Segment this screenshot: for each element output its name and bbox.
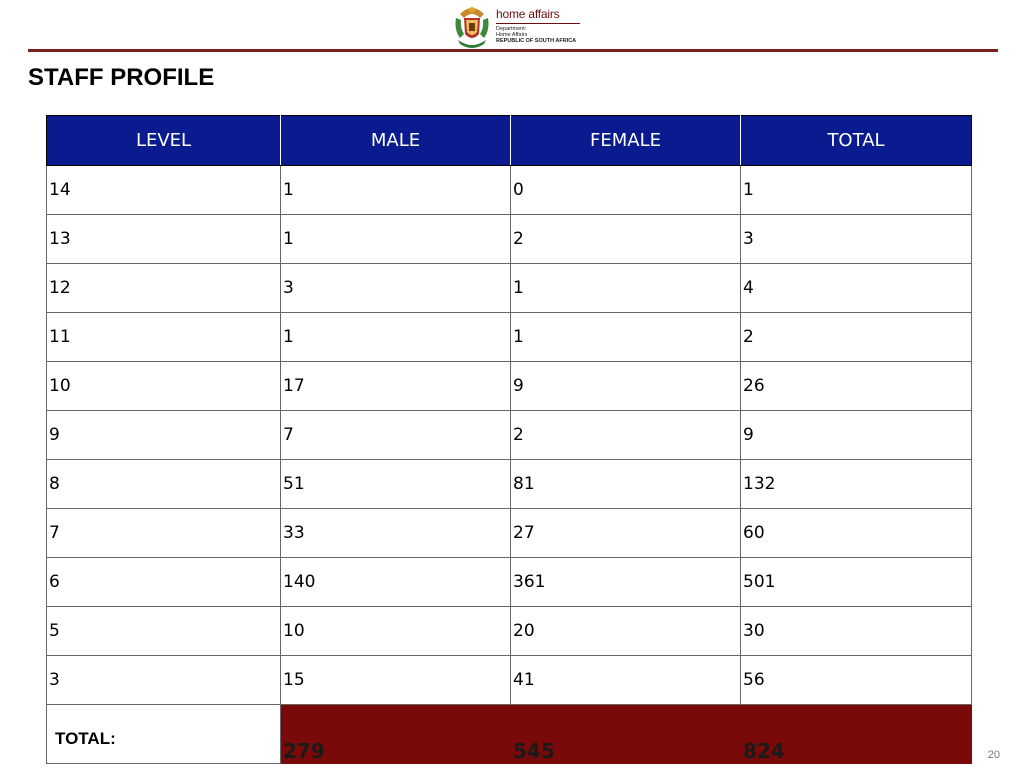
total-label: TOTAL: — [46, 704, 281, 764]
male-cell: 17 — [280, 361, 511, 411]
total-male-value: 279 — [280, 704, 511, 764]
total-cell: 4 — [740, 263, 972, 313]
table-row: 7 33 27 60 — [46, 508, 972, 558]
logo-divider — [496, 23, 580, 24]
header-divider — [28, 49, 998, 52]
male-cell: 140 — [280, 557, 511, 607]
male-cell: 7 — [280, 410, 511, 460]
female-cell: 20 — [510, 606, 741, 656]
logo-country-name: REPUBLIC OF SOUTH AFRICA — [496, 38, 577, 44]
table-row: 13 1 2 3 — [46, 214, 972, 264]
level-cell: 9 — [46, 410, 281, 460]
level-cell: 6 — [46, 557, 281, 607]
total-female-value: 545 — [510, 704, 741, 764]
male-cell: 1 — [280, 165, 511, 215]
male-cell: 1 — [280, 312, 511, 362]
table-row: 11 1 1 2 — [46, 312, 972, 362]
table-row: 6 140 361 501 — [46, 557, 972, 607]
female-cell: 1 — [510, 312, 741, 362]
level-cell: 7 — [46, 508, 281, 558]
level-cell: 10 — [46, 361, 281, 411]
logo-brand-text: home affairs — [496, 7, 560, 21]
male-cell: 15 — [280, 655, 511, 705]
total-cell: 2 — [740, 312, 972, 362]
total-cell: 56 — [740, 655, 972, 705]
table-row: 12 3 1 4 — [46, 263, 972, 313]
column-header-female: FEMALE — [510, 115, 741, 166]
male-cell: 3 — [280, 263, 511, 313]
page-title: STAFF PROFILE — [28, 64, 215, 91]
table-row: 9 7 2 9 — [46, 410, 972, 460]
total-cell: 132 — [740, 459, 972, 509]
female-cell: 81 — [510, 459, 741, 509]
male-cell: 33 — [280, 508, 511, 558]
female-cell: 1 — [510, 263, 741, 313]
staff-profile-table: LEVEL MALE FEMALE TOTAL 14 1 0 1 13 1 2 … — [46, 115, 972, 764]
female-cell: 9 — [510, 361, 741, 411]
level-cell: 5 — [46, 606, 281, 656]
total-grand-value: 824 — [740, 704, 972, 764]
male-cell: 1 — [280, 214, 511, 264]
female-cell: 27 — [510, 508, 741, 558]
total-cell: 1 — [740, 165, 972, 215]
table-row: 8 51 81 132 — [46, 459, 972, 509]
level-cell: 14 — [46, 165, 281, 215]
female-cell: 0 — [510, 165, 741, 215]
total-cell: 30 — [740, 606, 972, 656]
column-header-total: TOTAL — [740, 115, 972, 166]
home-affairs-logo: home affairs Department: Home Affairs RE… — [452, 4, 582, 50]
level-cell: 3 — [46, 655, 281, 705]
table-row: 5 10 20 30 — [46, 606, 972, 656]
female-cell: 2 — [510, 214, 741, 264]
logo-department-label: Department: — [496, 26, 527, 32]
table-header-row: LEVEL MALE FEMALE TOTAL — [46, 115, 972, 166]
male-cell: 51 — [280, 459, 511, 509]
level-cell: 13 — [46, 214, 281, 264]
level-cell: 11 — [46, 312, 281, 362]
level-cell: 8 — [46, 459, 281, 509]
female-cell: 2 — [510, 410, 741, 460]
table-row: 3 15 41 56 — [46, 655, 972, 705]
table-row: 14 1 0 1 — [46, 165, 972, 215]
total-cell: 60 — [740, 508, 972, 558]
page-number: 20 — [987, 749, 1000, 761]
total-cell: 9 — [740, 410, 972, 460]
logo-department-name: Home Affairs — [496, 32, 528, 38]
table-row: 10 17 9 26 — [46, 361, 972, 411]
male-cell: 10 — [280, 606, 511, 656]
female-cell: 361 — [510, 557, 741, 607]
total-cell: 3 — [740, 214, 972, 264]
table-total-row: TOTAL: 279 545 824 — [46, 704, 972, 764]
total-cell: 26 — [740, 361, 972, 411]
female-cell: 41 — [510, 655, 741, 705]
level-cell: 12 — [46, 263, 281, 313]
column-header-level: LEVEL — [46, 115, 281, 166]
total-cell: 501 — [740, 557, 972, 607]
column-header-male: MALE — [280, 115, 511, 166]
coat-of-arms-icon — [455, 7, 489, 48]
